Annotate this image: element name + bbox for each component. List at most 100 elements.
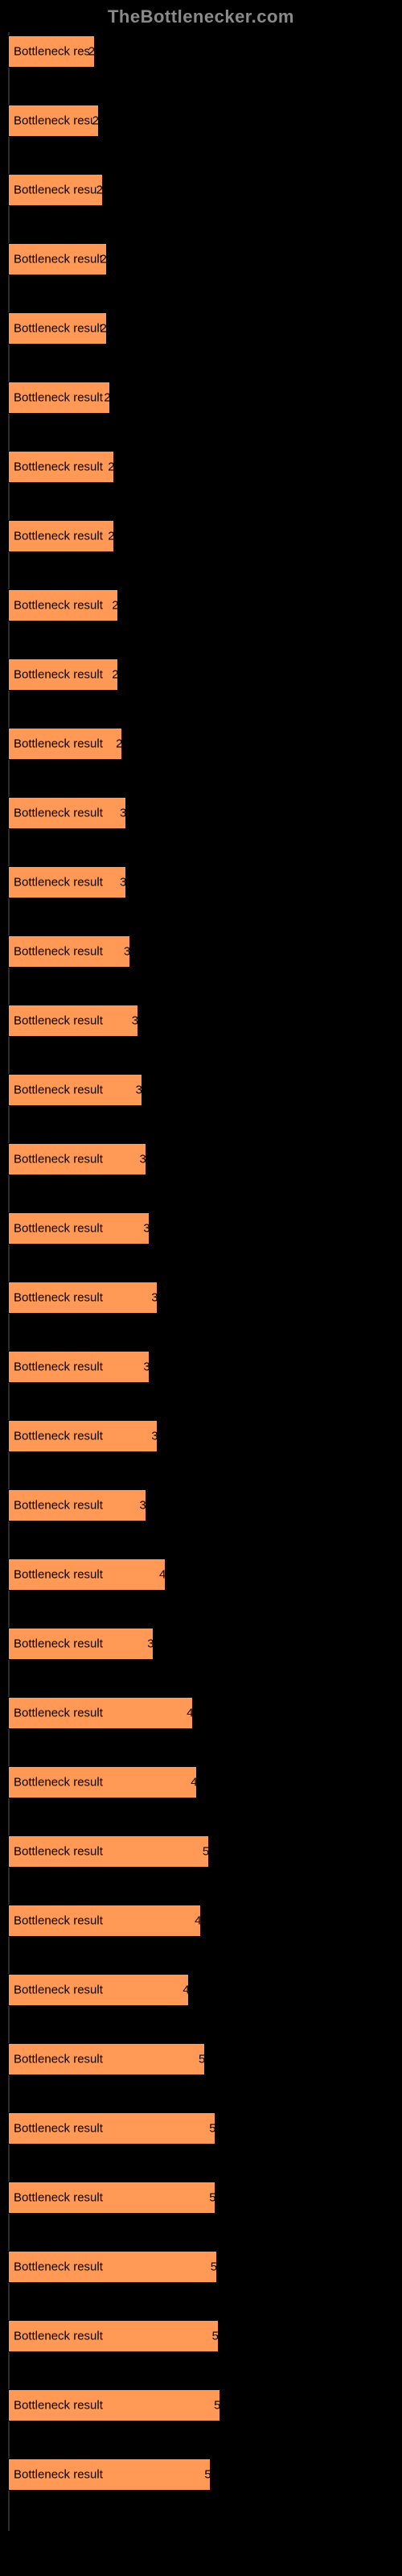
bar: Bottleneck result	[8, 1212, 150, 1245]
bar-row: Bottleneck result48%	[8, 1766, 402, 1835]
bar-label: Bottleneck result	[14, 530, 103, 543]
bar-row: Bottleneck result47%	[8, 1697, 402, 1766]
bar-label: Bottleneck result	[14, 2260, 103, 2274]
bar: Bottleneck result	[8, 2458, 211, 2491]
bar-value-label: 27%	[108, 530, 132, 543]
bar-value-label: 49%	[195, 1914, 219, 1928]
bar-value-label: 25%	[100, 253, 125, 266]
site-title: TheBottlenecker.com	[0, 0, 402, 32]
bar-value-label: 30%	[120, 876, 144, 890]
bar-value-label: 40%	[159, 1568, 183, 1582]
bars-container: Bottleneck result22%Bottleneck result23%…	[8, 35, 402, 2528]
bar-row: Bottleneck result 27%	[8, 520, 402, 589]
bar: Bottleneck result	[8, 243, 107, 275]
bar-label: Bottleneck result	[14, 599, 103, 613]
bar-row: Bottleneck result22%	[8, 35, 402, 105]
bar-row: Bottleneck result 38%	[8, 1282, 402, 1351]
bar: Bottleneck result	[8, 1420, 158, 1452]
bar-label: Bottleneck result	[14, 945, 103, 959]
bar-value-label: 53.9%	[214, 2399, 248, 2413]
bar-value-label: 29%	[116, 737, 140, 751]
bar: Bottleneck result	[8, 520, 114, 552]
bar-value-label: 30%	[120, 807, 144, 820]
bar-value-label: 36%	[143, 1222, 167, 1236]
bar-label: Bottleneck result	[14, 2122, 103, 2136]
bar-row: Bottleneck result25%	[8, 312, 402, 382]
bar-value-label: 38%	[151, 1291, 175, 1305]
bar-row: Bottleneck result25%	[8, 243, 402, 312]
bar-value-label: 50%	[199, 2053, 223, 2066]
bar-value-label: 36%	[143, 1360, 167, 1374]
bar: Bottleneck result	[8, 658, 118, 691]
bar-label: Bottleneck result	[14, 253, 101, 266]
bar-label: Bottleneck result	[14, 114, 93, 128]
bar-row: Bottleneck result23%	[8, 105, 402, 174]
bar-row: Bottleneck result29%	[8, 728, 402, 797]
bar-row: Bottleneck result53%	[8, 2251, 402, 2320]
bar-value-label: 46%	[183, 1984, 207, 1997]
bar-label: Bottleneck result	[14, 1430, 103, 1443]
bar-row: Bottleneck result 49%	[8, 1905, 402, 1974]
bar: Bottleneck result	[8, 1282, 158, 1314]
bar-value-label: 35%	[140, 1499, 164, 1513]
bar-row: Bottleneck result 50%	[8, 2043, 402, 2112]
bar: Bottleneck result	[8, 1766, 197, 1798]
bar-label: Bottleneck result	[14, 1014, 103, 1028]
bar: Bottleneck result	[8, 728, 122, 760]
bar: Bottleneck result	[8, 797, 126, 829]
bar-row: Bottleneck result46%	[8, 1974, 402, 2043]
bar-value-label: 25%	[100, 322, 125, 336]
bar: Bottleneck result	[8, 2251, 217, 2283]
bar-value-label: 51.5%	[204, 2468, 239, 2482]
bar-value-label: 24%	[96, 184, 121, 197]
bar: Bottleneck result	[8, 1974, 189, 2006]
bar: Bottleneck result	[8, 2389, 220, 2421]
bar-label: Bottleneck result	[14, 1291, 103, 1305]
bar-label: Bottleneck result	[14, 2053, 103, 2066]
bar: Bottleneck result	[8, 451, 114, 483]
bar: Bottleneck result	[8, 866, 126, 898]
bar-label: Bottleneck result	[14, 1222, 103, 1236]
bar-value-label: 28%	[112, 668, 136, 682]
bar-row: Bottleneck result 52.7%	[8, 2112, 402, 2182]
bar: Bottleneck result	[8, 1697, 193, 1729]
bar-row: Bottleneck result33%	[8, 1005, 402, 1074]
bar-value-label: 26%	[104, 391, 128, 405]
bar-label: Bottleneck result	[14, 807, 103, 820]
bar-row: Bottleneck result 30%	[8, 797, 402, 866]
bar-label: Bottleneck result	[14, 2468, 103, 2482]
bar-label: Bottleneck result	[14, 1360, 103, 1374]
bar-row: Bottleneck result35%	[8, 1143, 402, 1212]
bar-row: Bottleneck result37%	[8, 1628, 402, 1697]
bar-label: Bottleneck result	[14, 1776, 103, 1790]
bar: Bottleneck result	[8, 105, 99, 137]
bar-row: Bottleneck result 28%	[8, 589, 402, 658]
bar: Bottleneck result	[8, 1489, 146, 1521]
bar-row: Bottleneck result31%	[8, 935, 402, 1005]
bar-row: Bottleneck result 30%	[8, 866, 402, 935]
bar-label: Bottleneck result	[14, 1568, 103, 1582]
bar-row: Bottleneck result26%	[8, 382, 402, 451]
bar-row: Bottleneck result 28%	[8, 658, 402, 728]
page-root: TheBottlenecker.com Bottleneck result22%…	[0, 0, 402, 2563]
bar-label: Bottleneck result	[14, 1707, 103, 1720]
bar-value-label: 34%	[136, 1084, 160, 1097]
bar: Bottleneck result	[8, 2043, 205, 2075]
bar: Bottleneck result	[8, 312, 107, 345]
bar: Bottleneck result	[8, 1558, 166, 1591]
bar-label: Bottleneck result	[14, 1914, 103, 1928]
bar: Bottleneck result	[8, 2112, 215, 2145]
bar-label: Bottleneck result	[14, 2191, 103, 2205]
bar-value-label: 51%	[203, 1845, 227, 1859]
bar-label: Bottleneck result	[14, 668, 103, 682]
bar: Bottleneck result	[8, 1628, 154, 1660]
bar-row: Bottleneck result51%	[8, 1835, 402, 1905]
bar-row: Bottleneck result24%	[8, 174, 402, 243]
bar-row: Bottleneck result 38%	[8, 1420, 402, 1489]
bottleneck-chart: Bottleneck result22%Bottleneck result23%…	[0, 32, 402, 2531]
bar-label: Bottleneck result	[14, 1084, 103, 1097]
bar-value-label: 28%	[112, 599, 136, 613]
bar-value-label: 38%	[151, 1430, 175, 1443]
bar-value-label: 52.7%	[209, 2122, 244, 2136]
bar-label: Bottleneck result	[14, 876, 103, 890]
